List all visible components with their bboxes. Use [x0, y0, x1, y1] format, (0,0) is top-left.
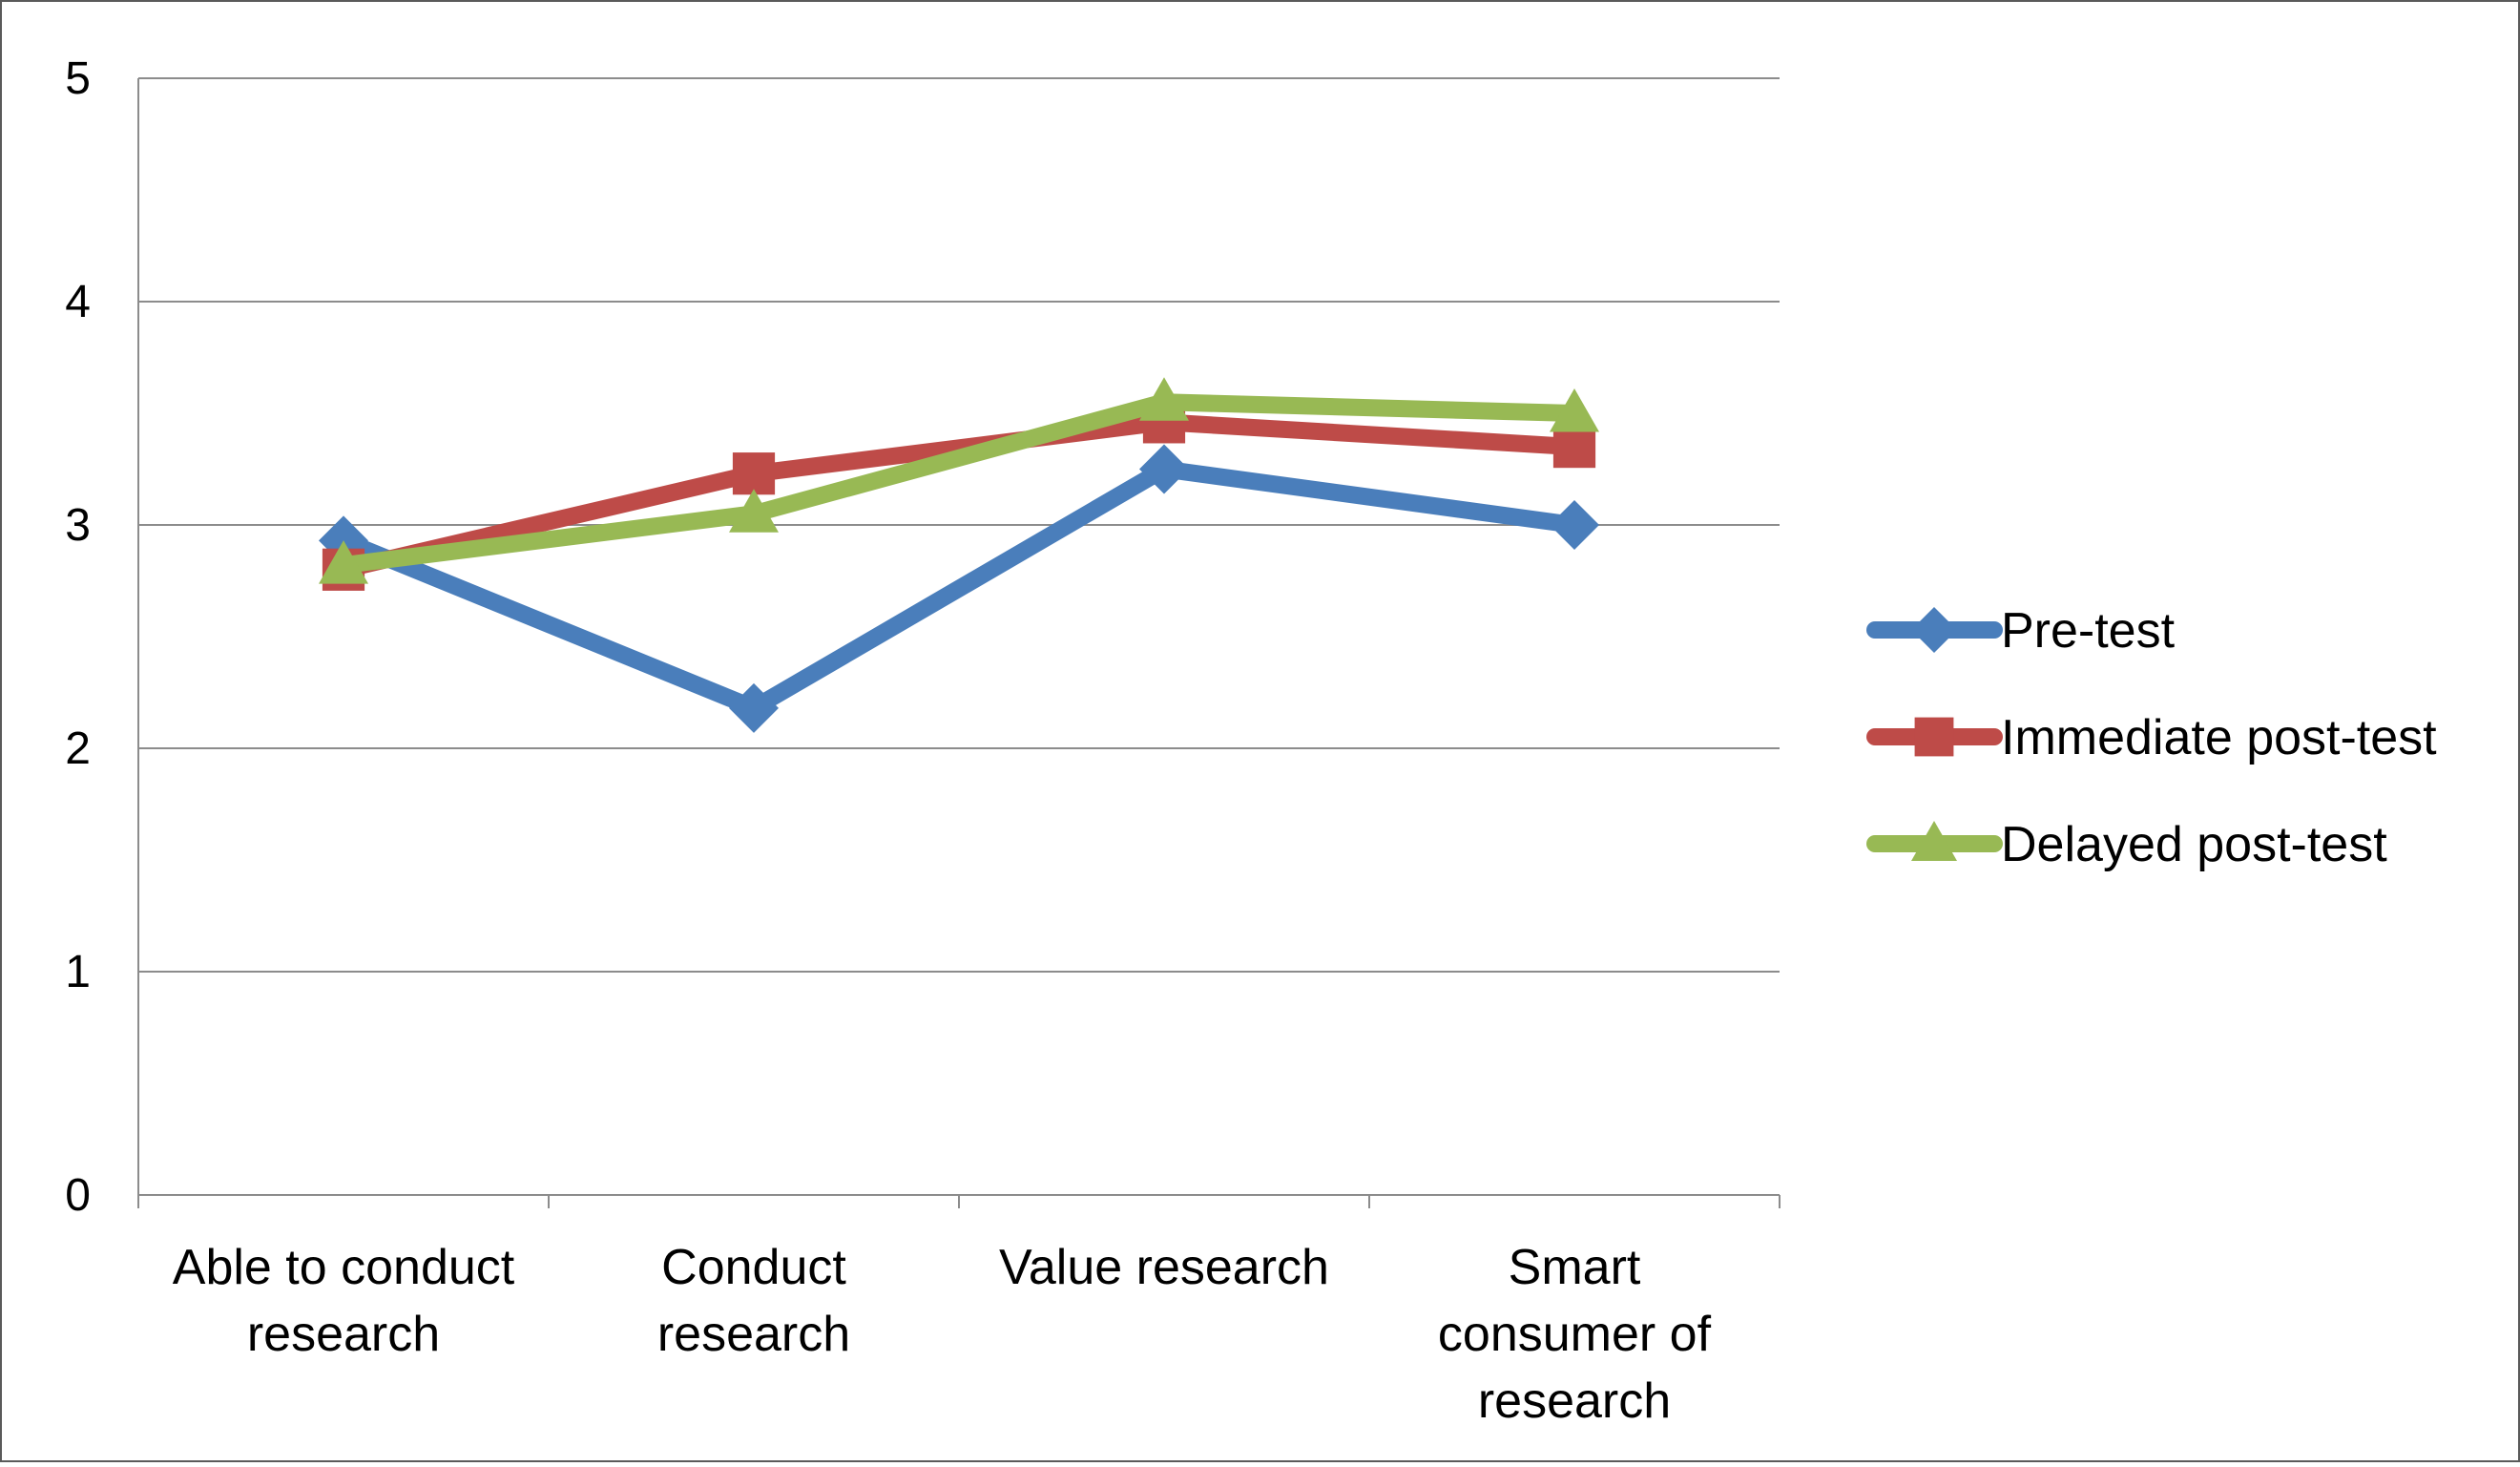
y-tick-label: 4: [65, 277, 91, 327]
series-delayed-post-test: [319, 377, 1599, 584]
x-tick-label: Conduct research: [657, 1240, 850, 1362]
x-tick-label: Able to conduct research: [173, 1240, 515, 1362]
data-point: [1139, 444, 1189, 494]
legend: Pre-test Immediate post-test Delayed post-…: [1866, 603, 2437, 872]
data-point: [319, 540, 368, 584]
y-tick-label: 5: [65, 53, 91, 104]
legend-item: Pre-test: [1866, 603, 2176, 659]
data-point: [732, 452, 776, 495]
x-axis-tick-labels: Able to conduct research Conduct research Va…: [173, 1240, 1712, 1429]
y-axis-tick-labels: 0 1 2 3 4 5: [65, 53, 91, 1221]
legend-label: Pre-test: [2001, 603, 2176, 659]
gridlines: [138, 77, 1780, 973]
x-tick-label: Value research: [999, 1240, 1329, 1295]
legend-item: Immediate post-test: [1866, 710, 2437, 765]
data-point: [729, 489, 779, 533]
series-group: [319, 377, 1599, 733]
data-point: [729, 682, 779, 733]
y-tick-label: 2: [65, 723, 91, 774]
legend-item: Delayed post-test: [1866, 817, 2387, 872]
axes: [137, 78, 1781, 1208]
legend-marker: [1911, 607, 1957, 653]
legend-marker: [1914, 717, 1954, 757]
legend-label: Immediate post-test: [2001, 710, 2437, 765]
data-point: [1550, 500, 1599, 550]
data-point: [1552, 426, 1596, 469]
y-tick-label: 1: [65, 947, 91, 997]
data-point: [1550, 388, 1599, 432]
legend-label: Delayed post-test: [2001, 817, 2387, 872]
series-line: [335, 413, 1583, 578]
x-tick-label: Smart consumer of research: [1438, 1240, 1712, 1429]
legend-marker: [1911, 821, 1957, 861]
series-line: [335, 393, 1583, 575]
data-point: [1139, 377, 1189, 421]
y-tick-label: 0: [65, 1170, 91, 1221]
series-line: [335, 460, 1583, 717]
y-tick-label: 3: [65, 500, 91, 551]
